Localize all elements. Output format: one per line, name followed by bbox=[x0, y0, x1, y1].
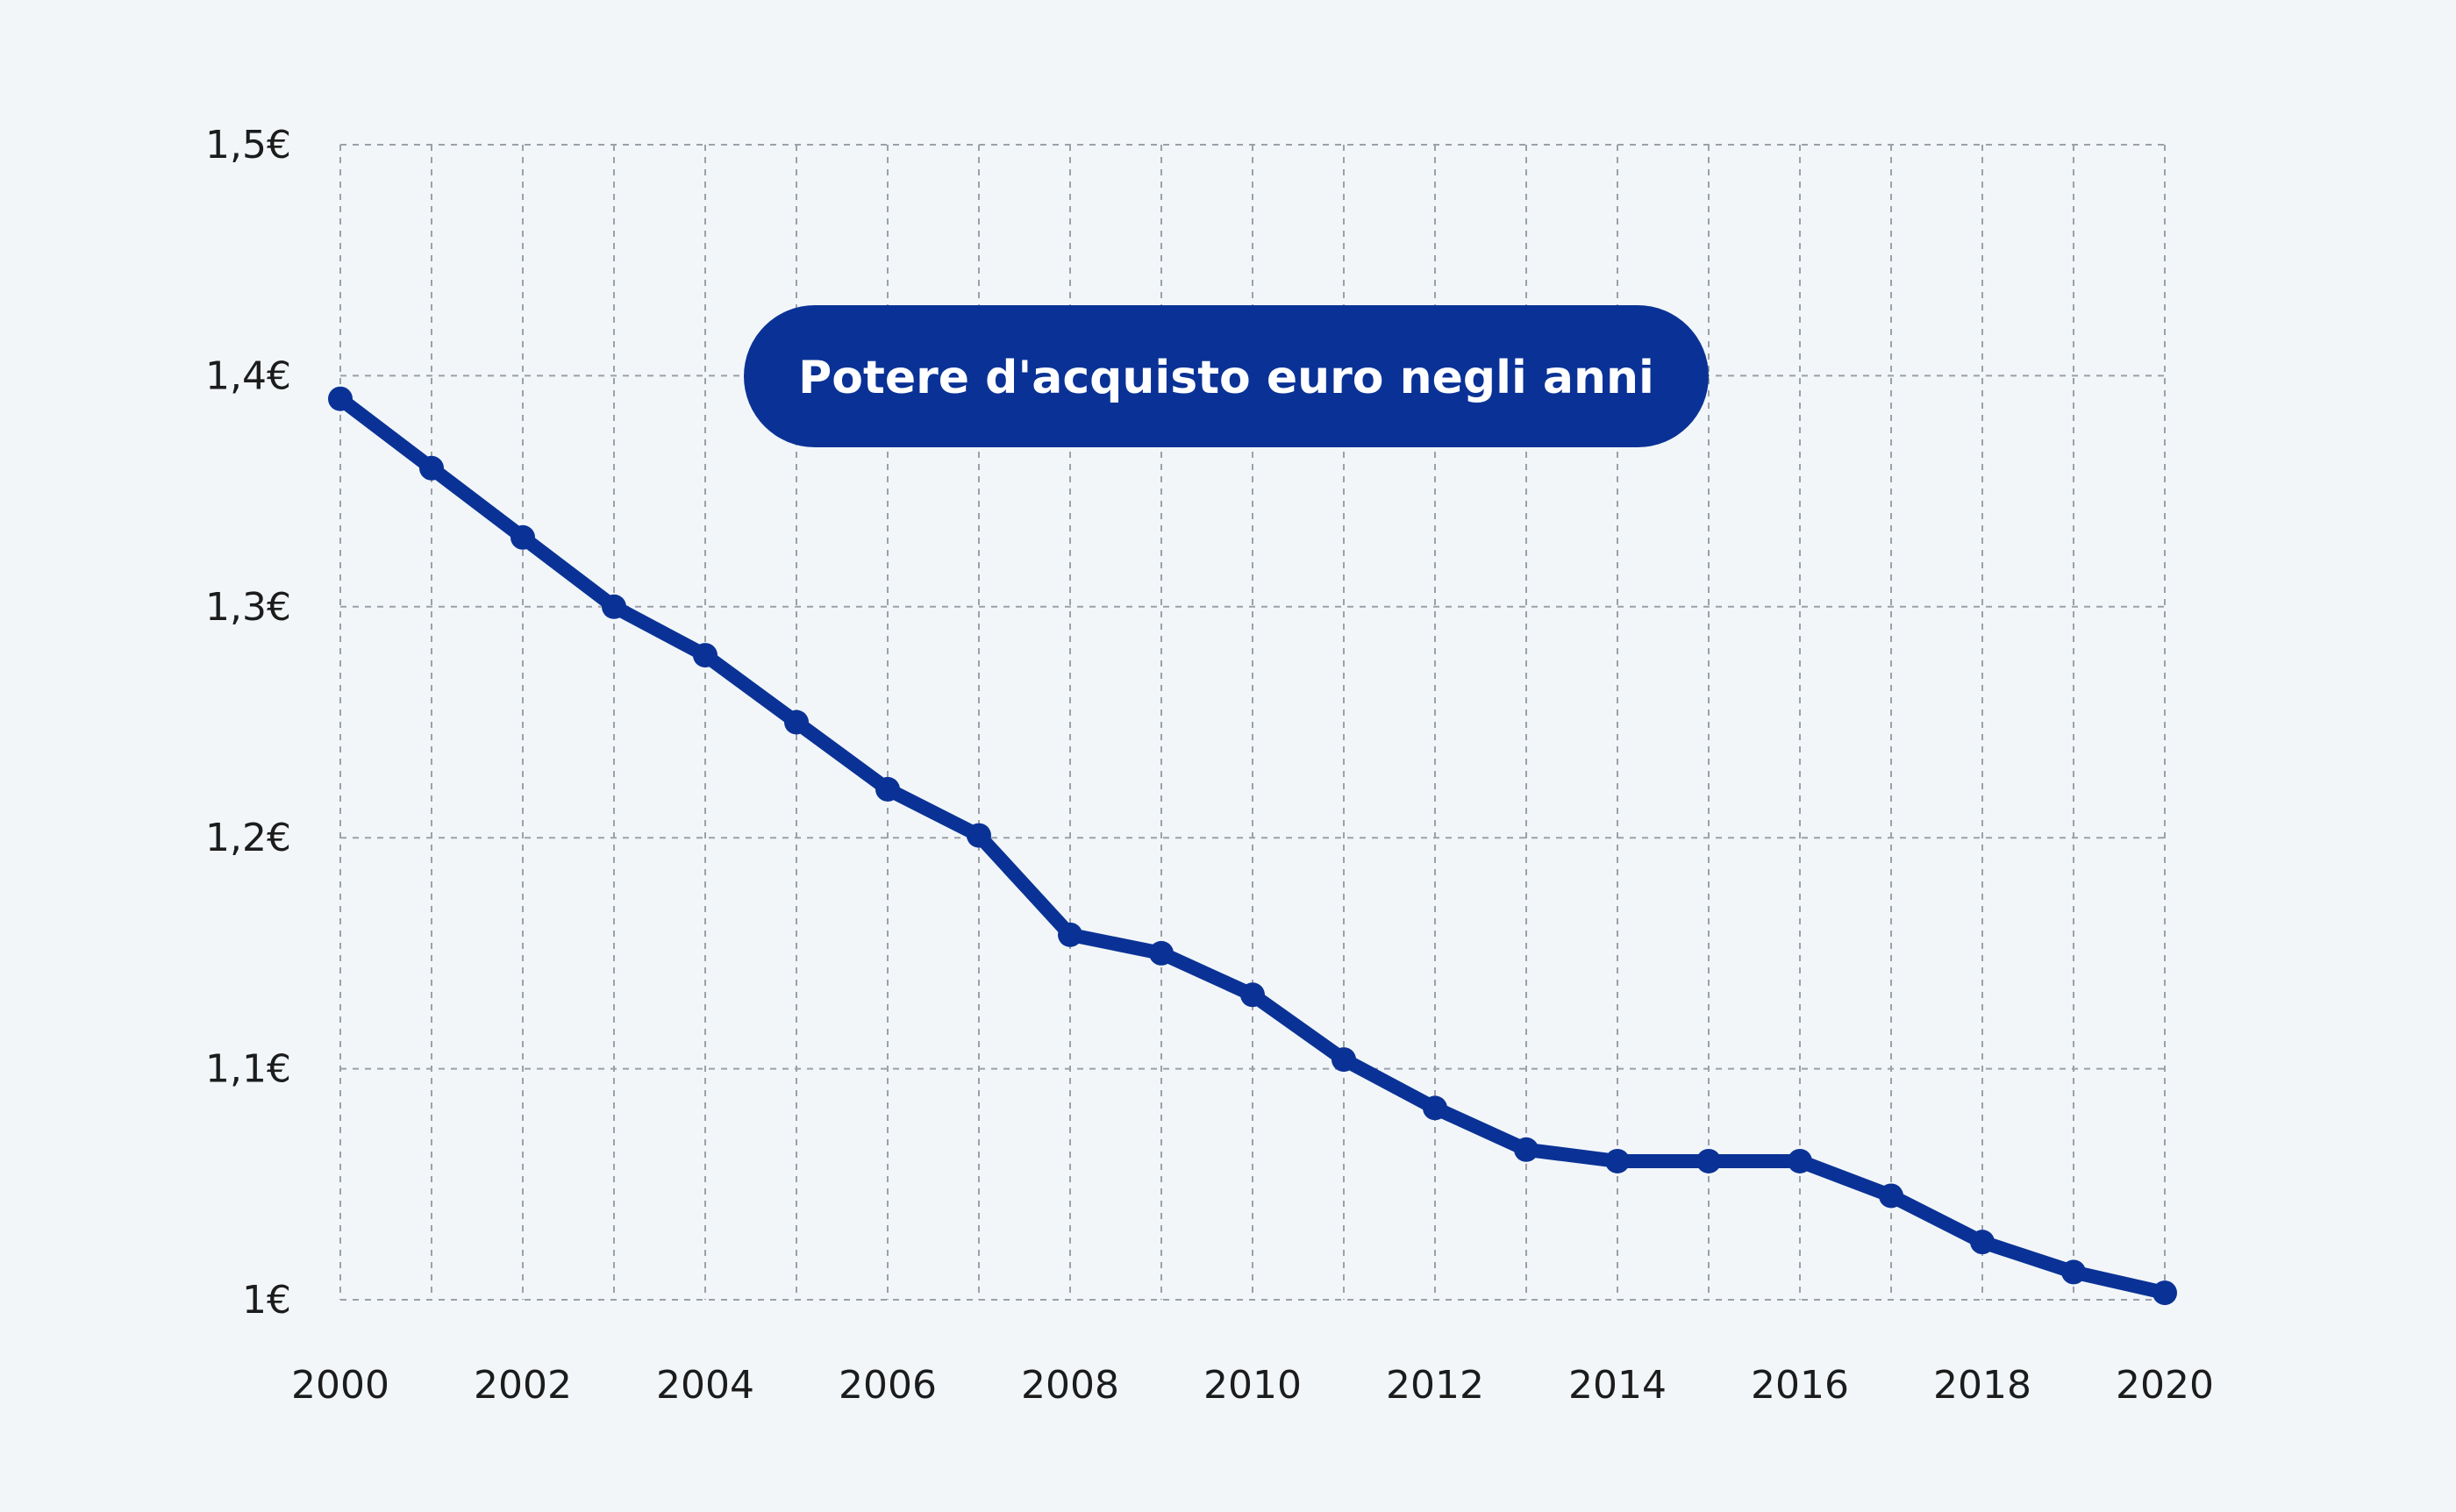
data-point bbox=[967, 823, 991, 848]
y-axis-tick-labels: 1€ 1,1€ 1,2€ 1,3€ 1,4€ 1,5€ bbox=[205, 123, 291, 1323]
data-point bbox=[419, 455, 444, 481]
chart-series bbox=[328, 386, 2177, 1306]
chart-title: Potere d'acquisto euro negli anni bbox=[798, 352, 1654, 404]
chart-title-badge: Potere d'acquisto euro negli anni bbox=[744, 305, 1709, 447]
data-point bbox=[1058, 922, 1082, 947]
data-point bbox=[2061, 1259, 2086, 1285]
data-point bbox=[1970, 1230, 1995, 1255]
data-point bbox=[328, 386, 353, 411]
data-point bbox=[1788, 1148, 1812, 1173]
x-tick-label: 2008 bbox=[1021, 1363, 1119, 1408]
y-tick-label: 1,5€ bbox=[205, 123, 291, 168]
chart-title-pill bbox=[744, 305, 1709, 447]
data-point bbox=[1879, 1183, 1903, 1209]
data-point bbox=[1423, 1095, 1447, 1121]
x-tick-label: 2018 bbox=[1933, 1363, 2031, 1408]
data-point bbox=[602, 594, 626, 619]
x-tick-label: 2010 bbox=[1203, 1363, 1302, 1408]
data-point bbox=[784, 710, 809, 735]
chart-grid bbox=[339, 144, 2166, 1301]
x-tick-label: 2016 bbox=[1751, 1363, 1849, 1408]
x-axis-tick-labels: 2000 2002 2004 2006 2008 2010 2012 2014 2016 2018… bbox=[291, 1363, 2214, 1408]
y-tick-label: 1,2€ bbox=[205, 816, 291, 860]
data-point bbox=[1696, 1148, 1721, 1173]
data-point bbox=[875, 776, 900, 802]
y-tick-label: 1€ bbox=[242, 1278, 291, 1323]
x-tick-label: 2020 bbox=[2116, 1363, 2214, 1408]
y-tick-label: 1,4€ bbox=[205, 353, 291, 398]
data-point bbox=[1514, 1137, 1539, 1162]
x-tick-label: 2004 bbox=[656, 1363, 754, 1408]
data-point bbox=[510, 524, 535, 550]
x-tick-label: 2014 bbox=[1568, 1363, 1667, 1408]
data-point bbox=[2153, 1280, 2177, 1306]
data-point bbox=[1240, 982, 1265, 1008]
y-tick-label: 1,1€ bbox=[205, 1047, 291, 1092]
y-tick-label: 1,3€ bbox=[205, 585, 291, 630]
x-tick-label: 2012 bbox=[1386, 1363, 1484, 1408]
x-tick-label: 2006 bbox=[839, 1363, 937, 1408]
data-point bbox=[1332, 1047, 1356, 1073]
data-point bbox=[693, 643, 718, 668]
x-tick-label: 2000 bbox=[291, 1363, 389, 1408]
x-tick-label: 2002 bbox=[474, 1363, 572, 1408]
data-point bbox=[1149, 940, 1174, 966]
data-point bbox=[1605, 1148, 1630, 1173]
